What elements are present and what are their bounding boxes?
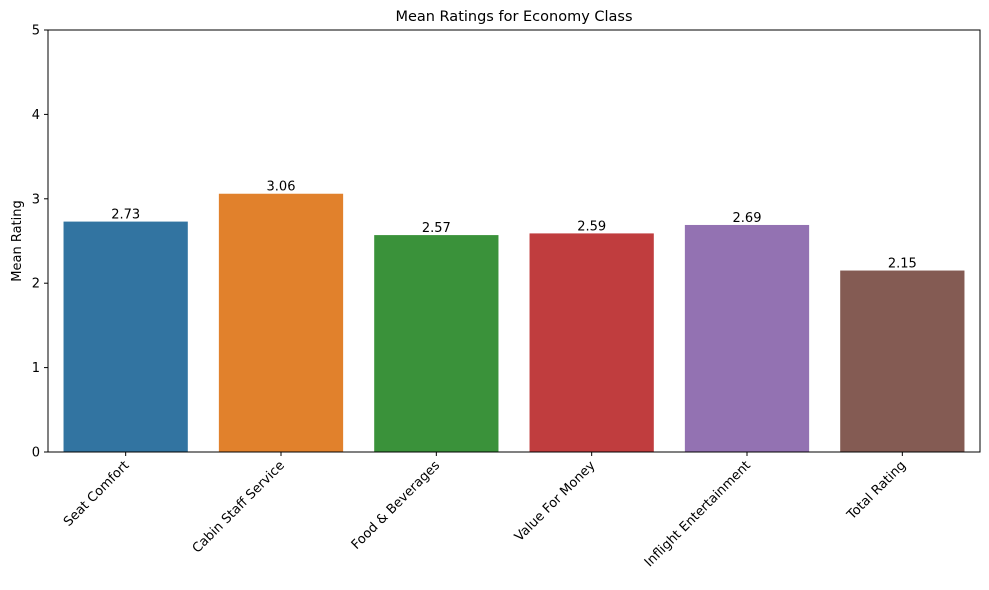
y-tick-label: 4 (32, 108, 40, 123)
x-tick-label: Total Rating (844, 458, 909, 523)
y-tick-label: 5 (32, 24, 40, 39)
plot-frame (47, 29, 981, 453)
bar-value-label: 2.69 (733, 211, 762, 226)
bar-5 (684, 224, 810, 452)
bars-group (63, 193, 965, 452)
y-tick-label: 3 (32, 192, 40, 207)
bar-value-label: 2.73 (111, 208, 140, 223)
x-axis-ticks: Seat Comfort Cabin Staff Service Food & Be… (61, 452, 909, 570)
bar-2 (218, 193, 344, 452)
x-tick-label: Cabin Staff Service (190, 458, 288, 556)
x-tick-label: Value For Money (512, 458, 599, 545)
bar-value-label: 2.57 (422, 221, 451, 236)
y-tick-label: 2 (32, 277, 40, 292)
bar-value-label: 2.59 (577, 219, 606, 234)
y-axis-ticks: 0 1 2 3 4 5 (32, 24, 48, 461)
y-tick-label: 0 (32, 446, 40, 461)
bar-value-label: 2.15 (888, 257, 917, 272)
bar-6 (840, 270, 965, 452)
x-tick-label: Seat Comfort (61, 458, 133, 530)
x-tick-label: Inflight Entertainment (642, 458, 754, 570)
bar-1 (63, 221, 188, 452)
y-axis-label: Mean Rating (10, 200, 25, 281)
y-tick-label: 1 (32, 361, 40, 376)
bar-labels-group: 2.73 3.06 2.57 2.59 2.69 2.15 (111, 180, 917, 272)
bar-4 (529, 233, 654, 452)
bar-value-label: 3.06 (267, 180, 296, 195)
chart-title: Mean Ratings for Economy Class (395, 9, 632, 25)
x-tick-label: Food & Beverages (349, 458, 444, 553)
bar-3 (374, 235, 499, 452)
